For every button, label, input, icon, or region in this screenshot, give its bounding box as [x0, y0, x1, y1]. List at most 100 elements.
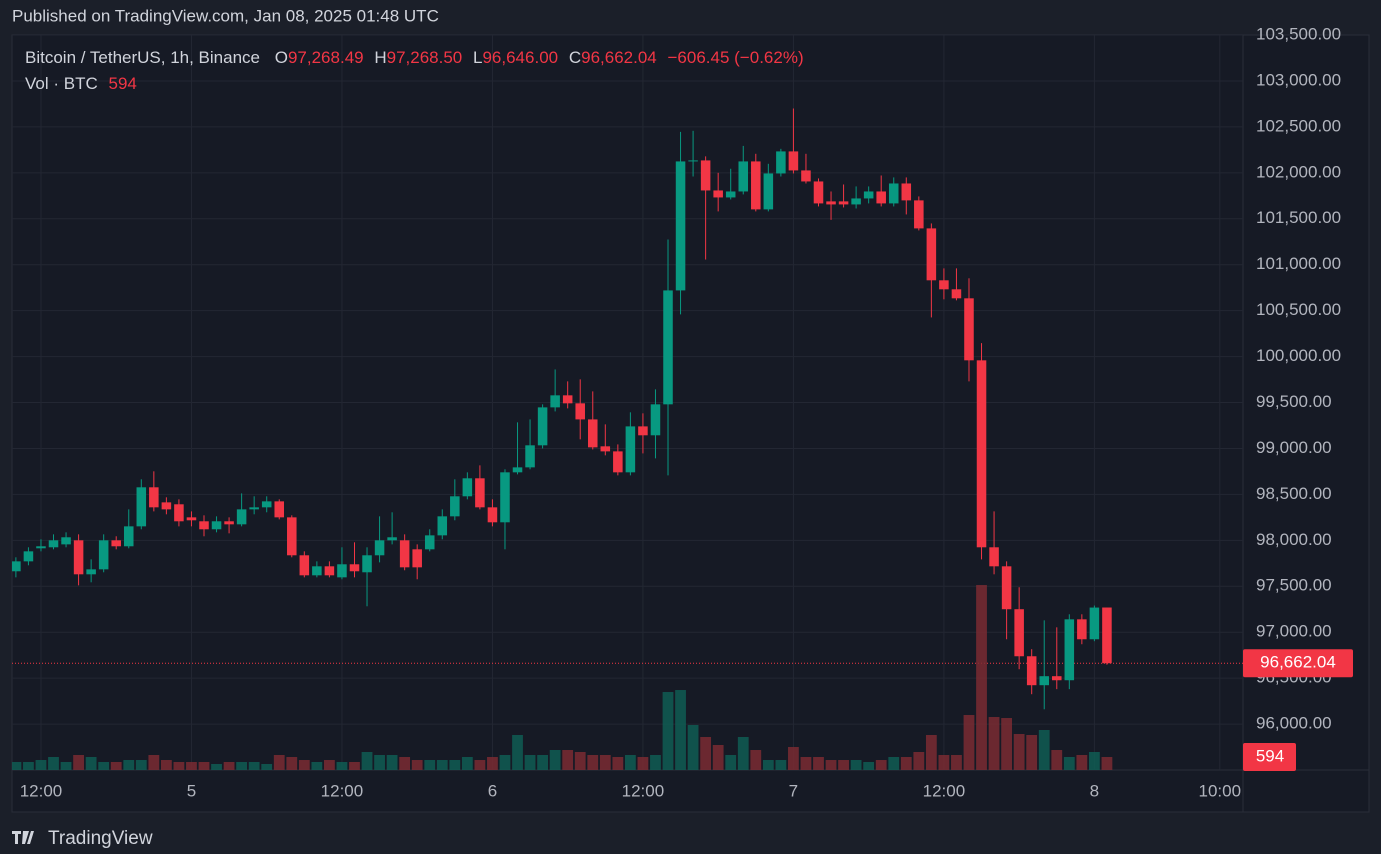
volume-bar [850, 760, 862, 770]
volume-bar [512, 735, 523, 770]
volume-bar [1013, 734, 1025, 770]
candle-body [650, 404, 661, 436]
candle-body [813, 181, 824, 204]
volume-bar [474, 760, 486, 770]
candle-body [149, 487, 159, 508]
candle-body [550, 395, 560, 408]
x-tick-label: 12:00 [622, 781, 665, 800]
volume-bar [712, 744, 724, 770]
candle-body [224, 521, 234, 525]
candle-body [249, 507, 259, 510]
volume-bar [1076, 754, 1088, 770]
candle-body [287, 517, 297, 556]
volume-bar [211, 764, 222, 770]
candle-body [1102, 607, 1112, 664]
candle-body [462, 478, 473, 497]
legend-label: C [569, 48, 581, 67]
legend: Bitcoin / TetherUS, 1h, Binance O97,268.… [25, 48, 804, 67]
volume-bar [223, 761, 235, 770]
candle-body [851, 198, 861, 205]
candle-body [700, 160, 711, 191]
candle-body [61, 537, 71, 545]
candle-body [399, 540, 410, 568]
volume-bar [135, 760, 147, 770]
candle-body [713, 190, 723, 198]
candle-body [174, 504, 184, 522]
candle-body [863, 191, 874, 199]
volume-label: Vol · BTC [25, 74, 98, 93]
volume-bar [888, 757, 900, 770]
x-tick-label: 10:00 [1199, 781, 1242, 800]
y-tick-label: 98,500.00 [1256, 484, 1332, 503]
candle-body [876, 191, 886, 204]
volume-bar [725, 754, 737, 770]
candle-body [98, 540, 109, 570]
volume-bar [599, 754, 611, 770]
candle-body [1089, 607, 1100, 640]
volume-bar [60, 761, 72, 770]
volume-bar [1101, 757, 1113, 770]
candle-body [1014, 609, 1024, 657]
volume-bar [863, 761, 875, 770]
candle-body [976, 360, 987, 548]
volume [12, 585, 1113, 770]
volume-bar [1063, 757, 1075, 770]
volume-bar [98, 761, 110, 770]
volume-bar [562, 750, 574, 770]
y-tick-label: 97,500.00 [1256, 576, 1332, 595]
candle-body [1039, 676, 1049, 686]
candle-body [725, 191, 736, 198]
volume-bar [1038, 730, 1050, 770]
candle-body [312, 566, 322, 576]
candle-body [901, 183, 912, 201]
y-tick-label: 99,000.00 [1256, 438, 1332, 457]
volume-bar [687, 725, 699, 770]
volume-bar [148, 754, 160, 770]
volume-bar [788, 747, 799, 770]
candle-body [788, 151, 799, 171]
volume-bar [737, 737, 749, 770]
y-tick-label: 102,000.00 [1256, 162, 1341, 181]
volume-bar [298, 760, 310, 770]
volume-bar [411, 760, 423, 770]
volume-bar [361, 751, 373, 770]
volume-bar [374, 754, 385, 770]
volume-bar [800, 757, 812, 770]
y-tick-label: 102,500.00 [1256, 116, 1341, 135]
brand-name: TradingView [48, 828, 153, 849]
candle-body [826, 201, 836, 205]
x-tick-label: 7 [789, 781, 798, 800]
candle-body [1001, 566, 1012, 610]
candle-body [450, 496, 460, 517]
volume-bar [838, 760, 849, 770]
candle-body [951, 289, 962, 299]
y-tick-label: 103,000.00 [1256, 70, 1341, 89]
volume-bar [587, 754, 599, 770]
legend-change: −606.45 (−0.62%) [668, 48, 804, 67]
legend-value: 96,646.00 [482, 48, 558, 67]
volume-bar [236, 761, 248, 770]
candle-body [1077, 619, 1087, 640]
x-tick-label: 6 [488, 781, 497, 800]
candle-body [888, 183, 899, 204]
candle-body [838, 201, 849, 205]
legend-value: 96,662.04 [581, 48, 657, 67]
candle-body [763, 173, 774, 210]
volume-bar [637, 757, 649, 770]
y-tick-label: 99,500.00 [1256, 392, 1332, 411]
y-tick-label: 101,500.00 [1256, 208, 1341, 227]
candle-body [186, 517, 197, 521]
candle-body [211, 521, 222, 530]
candle-body [136, 487, 147, 527]
candle-body [989, 547, 999, 567]
volume-bar [248, 761, 260, 770]
volume-bar [700, 737, 712, 770]
last-price-label: 96,662.04 [1260, 653, 1336, 672]
volume-bar [1001, 718, 1012, 770]
volume-bar [612, 757, 624, 770]
candle-body [926, 228, 937, 281]
published: Published on TradingView.com, Jan 08, 20… [12, 6, 439, 25]
volume-bar [1051, 750, 1063, 770]
candle-body [575, 403, 585, 420]
